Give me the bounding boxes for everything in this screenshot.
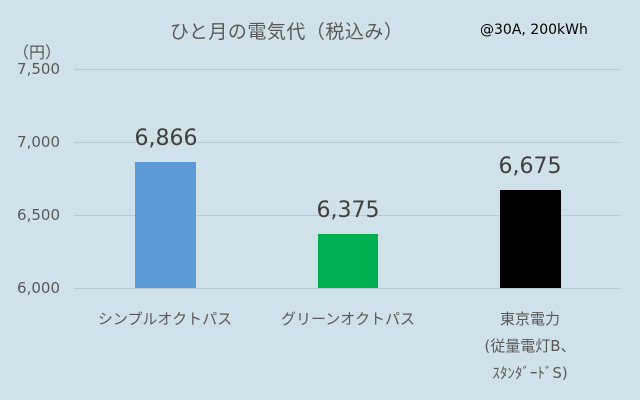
x-label: グリーンオクトパス <box>281 310 415 328</box>
gridline <box>74 288 621 289</box>
gridline <box>74 215 621 216</box>
chart-title: ひと月の電気代（税込み） <box>170 21 404 43</box>
gridline <box>74 69 621 70</box>
y-tick-6000: 6,000 <box>17 279 60 297</box>
bar-green-octopus <box>318 234 378 288</box>
x-label: 東京電力 <box>499 310 560 328</box>
y-axis-unit: （円） <box>13 43 62 62</box>
bar-simple-octopus <box>135 162 196 288</box>
y-tick-7000: 7,000 <box>17 133 60 151</box>
x-label: (従量電灯B、 <box>484 337 576 355</box>
x-label: シンプルオクトパス <box>97 310 233 328</box>
value-label: 6,866 <box>134 126 198 151</box>
y-tick-7500: 7,500 <box>17 60 60 78</box>
x-label: ｽﾀﾝﾀﾞｰﾄﾞS) <box>492 364 568 382</box>
bar-tepco <box>500 190 561 288</box>
y-tick-6500: 6,500 <box>17 206 60 224</box>
gridline <box>74 142 621 143</box>
value-label: 6,375 <box>316 198 380 223</box>
value-label: 6,675 <box>498 154 562 179</box>
chart-subtitle: @30A, 200kWh <box>480 22 588 38</box>
